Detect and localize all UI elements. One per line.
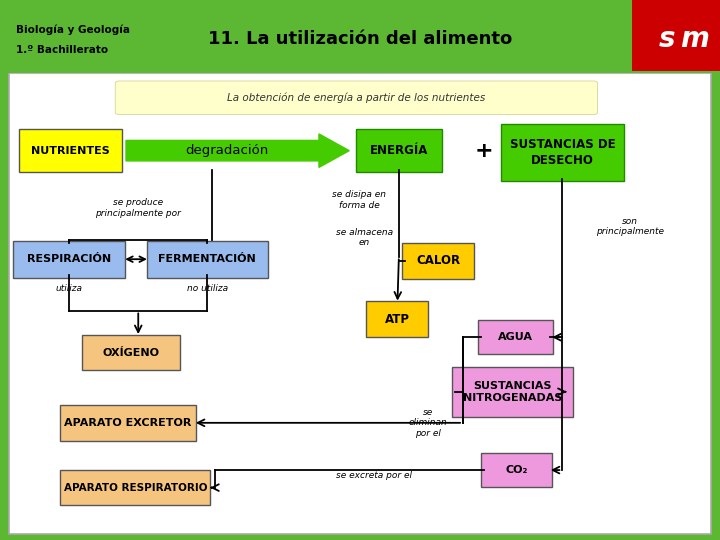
FancyBboxPatch shape — [115, 81, 598, 114]
Text: degradación: degradación — [185, 144, 269, 157]
Text: AGUA: AGUA — [498, 332, 533, 342]
Text: 11. La utilización del alimento: 11. La utilización del alimento — [208, 30, 512, 48]
FancyBboxPatch shape — [501, 124, 624, 181]
Text: se disipa en
forma de: se disipa en forma de — [333, 190, 387, 210]
FancyBboxPatch shape — [9, 73, 711, 534]
Text: se produce
principalmente por: se produce principalmente por — [95, 198, 181, 218]
FancyBboxPatch shape — [366, 301, 428, 337]
FancyBboxPatch shape — [452, 367, 573, 417]
FancyBboxPatch shape — [478, 320, 553, 354]
Text: Biología y Geología: Biología y Geología — [16, 24, 130, 35]
FancyBboxPatch shape — [402, 243, 474, 279]
Text: no utiliza: no utiliza — [186, 285, 228, 293]
Text: ENERGÍA: ENERGÍA — [369, 144, 428, 157]
Text: CALOR: CALOR — [416, 254, 461, 267]
Text: utiliza: utiliza — [55, 285, 83, 293]
Text: se excreta por el: se excreta por el — [336, 471, 413, 480]
Text: ATP: ATP — [385, 313, 410, 326]
FancyBboxPatch shape — [19, 129, 122, 172]
Text: APARATO EXCRETOR: APARATO EXCRETOR — [65, 418, 192, 428]
Text: 1.º Bachillerato: 1.º Bachillerato — [16, 45, 108, 55]
Text: OXÍGENO: OXÍGENO — [102, 348, 160, 357]
FancyBboxPatch shape — [82, 335, 180, 370]
FancyBboxPatch shape — [60, 470, 210, 505]
FancyBboxPatch shape — [0, 0, 720, 73]
FancyArrow shape — [126, 134, 349, 167]
Text: RESPIRACIÓN: RESPIRACIÓN — [27, 254, 111, 264]
Text: APARATO RESPIRATORIO: APARATO RESPIRATORIO — [63, 483, 207, 492]
Text: s: s — [660, 25, 675, 53]
Text: m: m — [680, 25, 709, 53]
FancyBboxPatch shape — [632, 0, 720, 71]
Text: se
eliminan
por el: se eliminan por el — [409, 408, 448, 438]
FancyBboxPatch shape — [147, 241, 268, 278]
Text: SUSTANCIAS
NITROGENADAS: SUSTANCIAS NITROGENADAS — [463, 381, 562, 403]
Text: FERMENTACIÓN: FERMENTACIÓN — [158, 254, 256, 264]
Text: SUSTANCIAS DE
DESECHO: SUSTANCIAS DE DESECHO — [510, 138, 615, 167]
Text: La obtención de energía a partir de los nutrientes: La obtención de energía a partir de los … — [228, 92, 485, 103]
FancyBboxPatch shape — [13, 241, 125, 278]
Text: NUTRIENTES: NUTRIENTES — [31, 146, 109, 156]
FancyBboxPatch shape — [356, 129, 442, 172]
FancyBboxPatch shape — [60, 405, 196, 441]
Text: CO₂: CO₂ — [505, 465, 528, 475]
FancyBboxPatch shape — [481, 453, 552, 487]
Text: son
principalmente: son principalmente — [596, 217, 664, 237]
Text: se almacena
en: se almacena en — [336, 228, 393, 247]
Text: +: + — [474, 140, 493, 161]
